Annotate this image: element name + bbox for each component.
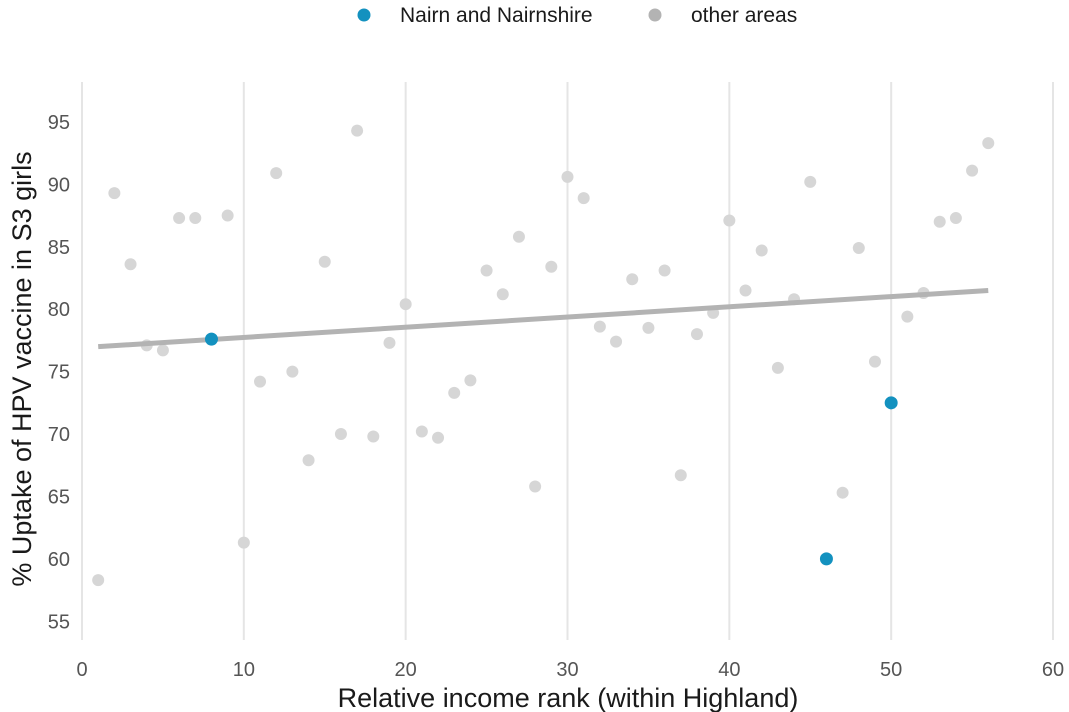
y-tick-label-5: 80 <box>48 299 70 321</box>
point-other-areas-43 <box>804 175 817 188</box>
point-other-areas-51 <box>966 164 979 177</box>
x-tick-label-2: 20 <box>395 659 417 681</box>
point-other-areas-6 <box>189 212 202 225</box>
y-tick-label-2: 65 <box>48 486 70 508</box>
point-other-areas-52 <box>982 137 995 150</box>
y-tick-label-6: 85 <box>48 237 70 259</box>
y-tick-label-8: 95 <box>48 112 70 134</box>
y-tick-label-3: 70 <box>48 424 70 446</box>
point-other-areas-28 <box>561 170 574 183</box>
y-tick-label-4: 75 <box>48 362 70 384</box>
point-other-areas-34 <box>658 264 671 277</box>
point-other-areas-7 <box>221 209 234 222</box>
point-other-areas-8 <box>237 536 250 549</box>
point-other-areas-45 <box>852 242 865 255</box>
point-other-areas-41 <box>771 361 784 374</box>
point-other-areas-36 <box>690 328 703 341</box>
point-other-areas-50 <box>949 212 962 225</box>
point-other-areas-2 <box>124 258 137 271</box>
series-nairn-and-nairnshire <box>204 332 898 566</box>
point-other-areas-24 <box>496 288 509 301</box>
point-other-areas-23 <box>480 264 493 277</box>
point-other-areas-32 <box>626 273 639 286</box>
point-other-areas-22 <box>464 374 477 387</box>
point-other-areas-46 <box>868 355 881 368</box>
point-other-areas-14 <box>334 428 347 441</box>
x-tick-label-6: 60 <box>1042 659 1064 681</box>
legend: Nairn and Nairnshire other areas <box>357 4 797 27</box>
point-other-areas-11 <box>286 365 299 378</box>
point-other-areas-26 <box>529 480 542 493</box>
point-other-areas-12 <box>302 454 315 467</box>
point-other-areas-9 <box>254 375 267 388</box>
point-other-areas-0 <box>92 574 105 587</box>
point-other-areas-10 <box>270 167 283 180</box>
y-axis-ticks: 55 60 65 70 75 80 85 90 95 <box>48 112 70 633</box>
point-nairn-1 <box>819 552 833 566</box>
point-nairn-2 <box>884 396 898 410</box>
point-other-areas-1 <box>108 187 121 200</box>
point-nairn-0 <box>204 332 218 346</box>
point-other-areas-21 <box>448 386 461 399</box>
point-other-areas-44 <box>836 486 849 499</box>
legend-label-other-areas: other areas <box>691 4 797 27</box>
point-other-areas-27 <box>545 260 558 273</box>
point-other-areas-35 <box>674 469 687 482</box>
y-axis-title: % Uptake of HPV vaccine in S3 girls <box>7 151 37 586</box>
legend-marker-other-areas <box>648 8 662 22</box>
point-other-areas-17 <box>383 336 396 349</box>
x-tick-label-1: 10 <box>233 659 255 681</box>
x-tick-label-0: 0 <box>76 659 87 681</box>
x-tick-label-3: 30 <box>556 659 578 681</box>
point-other-areas-18 <box>399 298 412 311</box>
point-other-areas-49 <box>933 215 946 228</box>
point-other-areas-13 <box>318 255 331 268</box>
point-other-areas-19 <box>415 425 428 438</box>
x-tick-label-4: 40 <box>718 659 740 681</box>
gridlines <box>81 82 1054 640</box>
point-other-areas-25 <box>512 230 525 243</box>
point-other-areas-4 <box>156 344 169 357</box>
point-other-areas-30 <box>593 320 606 333</box>
y-tick-label-1: 60 <box>48 549 70 571</box>
point-other-areas-47 <box>901 310 914 323</box>
point-other-areas-39 <box>739 284 752 297</box>
y-tick-label-7: 90 <box>48 174 70 196</box>
point-other-areas-29 <box>577 192 590 205</box>
x-tick-label-5: 50 <box>880 659 902 681</box>
point-other-areas-5 <box>173 212 186 225</box>
point-other-areas-33 <box>642 321 655 334</box>
point-other-areas-16 <box>367 430 380 443</box>
point-other-areas-15 <box>351 124 364 137</box>
y-tick-label-0: 55 <box>48 611 70 633</box>
point-other-areas-20 <box>432 431 445 444</box>
trend-line <box>98 287 989 350</box>
x-axis-ticks: 0 10 20 30 40 50 60 <box>76 659 1064 681</box>
point-other-areas-31 <box>610 335 623 348</box>
legend-marker-nairn <box>357 8 371 22</box>
legend-label-nairn: Nairn and Nairnshire <box>400 4 593 27</box>
point-other-areas-38 <box>723 214 736 227</box>
series-other-areas <box>92 124 995 587</box>
point-other-areas-40 <box>755 244 768 257</box>
x-axis-title: Relative income rank (within Highland) <box>338 683 799 712</box>
